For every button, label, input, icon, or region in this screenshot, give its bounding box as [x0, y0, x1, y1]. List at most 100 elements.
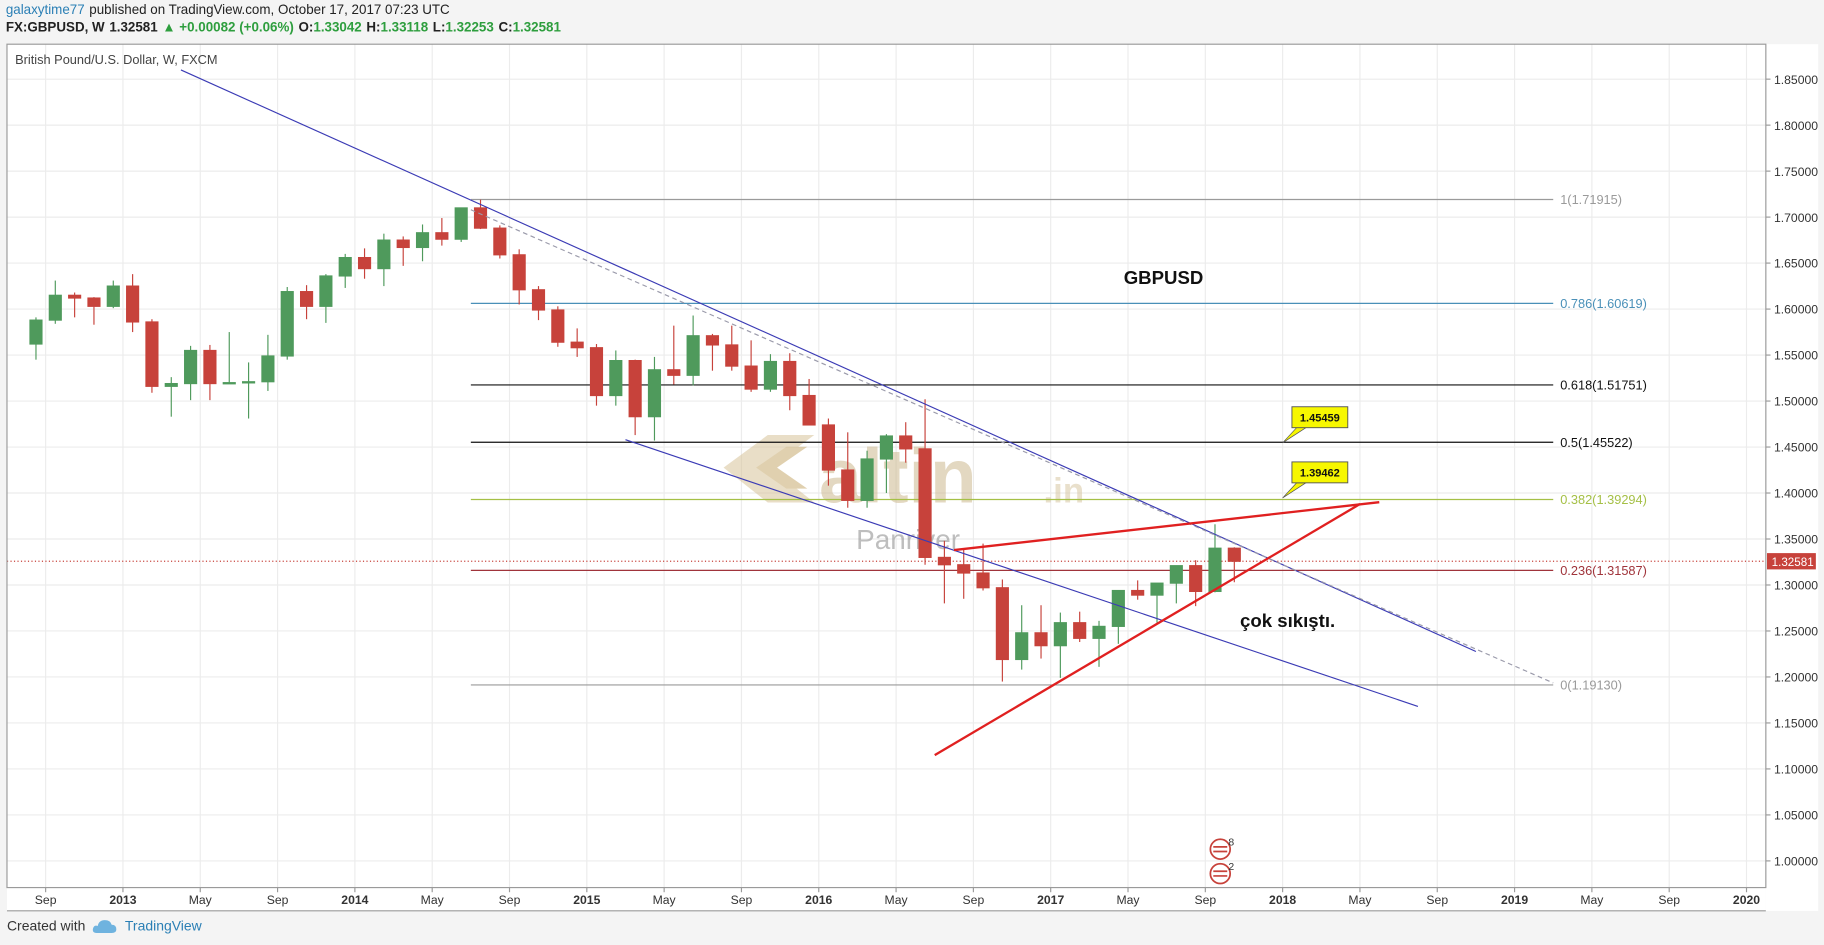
x-tick-label: 2016 [805, 893, 832, 907]
candle-body [1092, 625, 1106, 639]
x-tick-label: May [421, 893, 445, 907]
candle-body [222, 382, 236, 385]
y-tick-label: 1.50000 [1774, 395, 1818, 409]
x-tick-label: Sep [731, 893, 753, 907]
price: 1.32581 [109, 20, 158, 35]
candle-body [435, 232, 449, 240]
candle-body [937, 556, 951, 566]
candle-body [957, 564, 971, 574]
ohlc-label: O: [298, 20, 314, 35]
candle-body [396, 239, 410, 249]
x-tick-label: May [1580, 893, 1604, 907]
x-tick-label: May [885, 893, 909, 907]
brand-link[interactable]: TradingView [124, 917, 202, 935]
candle-body [1169, 565, 1183, 584]
candle-body [860, 458, 874, 501]
candle-body [48, 294, 62, 321]
candle-body [841, 469, 855, 501]
candle-body [473, 207, 488, 229]
candle-body [802, 394, 816, 426]
candle-body [705, 335, 720, 346]
y-tick-label: 1.10000 [1774, 763, 1818, 777]
callout-label: 1.45459 [1300, 412, 1340, 424]
candle-body [29, 319, 43, 345]
fib-label: 0(1.19130) [1560, 678, 1622, 693]
brand-logo [93, 920, 117, 933]
x-tick-label: 2018 [1269, 893, 1296, 907]
ohlc-value: 1.33042 [313, 20, 362, 35]
event-badge [1209, 862, 1232, 885]
x-tick-label: May [189, 893, 213, 907]
price-axis [1765, 44, 1819, 911]
candle-body [918, 448, 932, 558]
time-axis [6, 887, 1766, 911]
trend-line [470, 209, 1554, 684]
y-tick-label: 1.05000 [1774, 809, 1818, 823]
candle-body [1131, 589, 1145, 596]
change: ▲ +0.00082 (+0.06%) [162, 20, 294, 35]
candle-body [570, 341, 584, 349]
x-tick-label: Sep [1658, 893, 1680, 907]
trend-line [625, 439, 1419, 707]
candle-body [551, 309, 565, 343]
candle-body [1111, 589, 1125, 627]
x-tick-label: 2019 [1501, 893, 1528, 907]
event-count: 8 [1228, 838, 1234, 849]
x-tick-label: Sep [499, 893, 521, 907]
candle-body [338, 256, 352, 277]
watermark-text: Panriver [856, 524, 960, 555]
ohlc-value: 1.32253 [445, 20, 494, 35]
candle-body [87, 297, 101, 307]
y-tick-label: 1.45000 [1774, 441, 1818, 455]
candle-body [821, 424, 835, 471]
trend-line [953, 501, 1380, 552]
x-tick-label: Sep [267, 893, 289, 907]
candle-body [299, 291, 314, 307]
candle-body [628, 360, 642, 418]
ohlc-value: 1.33118 [380, 20, 429, 35]
candle-body [184, 349, 198, 385]
annotation: GBPUSD [1124, 267, 1204, 288]
candle-body [1015, 632, 1029, 661]
y-tick-label: 1.25000 [1774, 625, 1818, 639]
event-flag [1213, 870, 1228, 877]
y-tick-label: 1.20000 [1774, 671, 1818, 685]
candle-body [68, 294, 82, 299]
footer-text: Created with [6, 917, 86, 935]
x-tick-label: May [653, 893, 677, 907]
candle-body [995, 587, 1009, 661]
grid [6, 44, 1766, 888]
y-tick-label: 1.15000 [1774, 717, 1818, 731]
y-tick-label: 1.35000 [1774, 533, 1818, 547]
x-tick-label: May [1348, 893, 1372, 907]
candle-body [126, 285, 140, 323]
y-tick-label: 1.30000 [1774, 579, 1818, 593]
x-tick-label: Sep [35, 893, 57, 907]
fib-label: 0.382(1.39294) [1560, 492, 1647, 507]
candle-body [1150, 582, 1164, 596]
event-flag [1213, 845, 1228, 853]
footer: Created with TradingView [7, 918, 202, 934]
y-tick-label: 1.75000 [1774, 165, 1818, 179]
y-tick-label: 1.70000 [1774, 211, 1818, 225]
candle-body [609, 360, 623, 397]
x-tick-label: Sep [1426, 893, 1448, 907]
header-line: FX:GBPUSD, W 1.32581 ▲ +0.00082 (+0.06%)… [6, 21, 561, 35]
candle-body [261, 355, 275, 383]
candle-body [1073, 622, 1087, 639]
header-line: galaxytime77 published on TradingView.co… [6, 3, 450, 17]
fib-label: 0.786(1.60619) [1560, 296, 1647, 311]
last-price-box [1766, 553, 1816, 570]
candle-body [357, 256, 372, 270]
author[interactable]: galaxytime77 [5, 3, 85, 18]
candle-body [686, 335, 700, 376]
candle-body [512, 254, 526, 291]
trend-line [934, 503, 1361, 757]
x-tick-label: 2013 [109, 893, 136, 907]
candle-body [589, 347, 604, 397]
trend-line [180, 69, 1477, 653]
x-tick-label: 2017 [1037, 893, 1064, 907]
candle-body [667, 369, 681, 376]
